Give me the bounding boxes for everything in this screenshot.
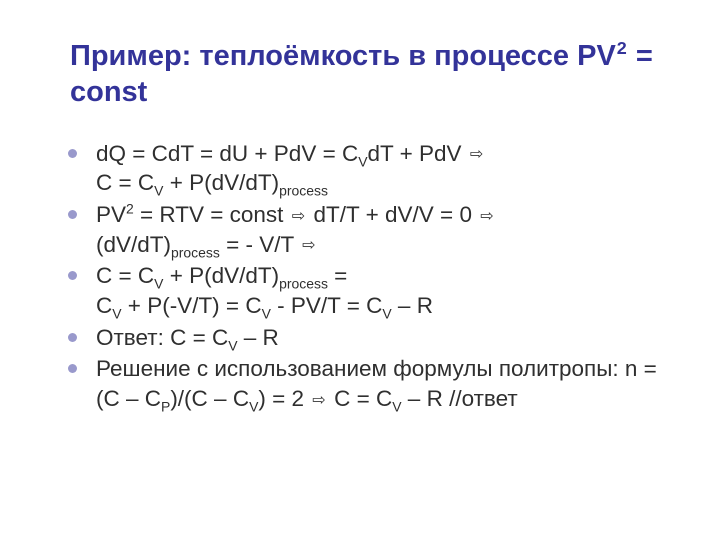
arrow-icon: ⇨: [292, 206, 306, 227]
arrow-icon: ⇨: [302, 235, 316, 256]
arrow-icon: ⇨: [470, 144, 484, 165]
list-item: PV2 = RTV = const ⇨ dT/T + dV/V = 0 ⇨ (d…: [68, 200, 670, 259]
title-exponent: 2: [617, 38, 627, 58]
list-item: dQ = CdT = dU + PdV = CVdT + PdV ⇨ C = C…: [68, 139, 670, 198]
slide: Пример: теплоёмкость в процессе PV2 = co…: [0, 0, 720, 540]
arrow-icon: ⇨: [312, 390, 326, 411]
list-item: Ответ: C = CV – R: [68, 323, 670, 353]
arrow-icon: ⇨: [480, 206, 494, 227]
title-part-1: Пример: теплоёмкость в процессе PV: [70, 40, 616, 72]
list-item: Решение с использованием формулы политро…: [68, 354, 670, 413]
list-item: C = CV + P(dV/dT)process = CV + P(-V/T) …: [68, 261, 670, 320]
slide-title: Пример: теплоёмкость в процессе PV2 = co…: [70, 38, 670, 111]
bullet-list: dQ = CdT = dU + PdV = CVdT + PdV ⇨ C = C…: [60, 139, 670, 414]
